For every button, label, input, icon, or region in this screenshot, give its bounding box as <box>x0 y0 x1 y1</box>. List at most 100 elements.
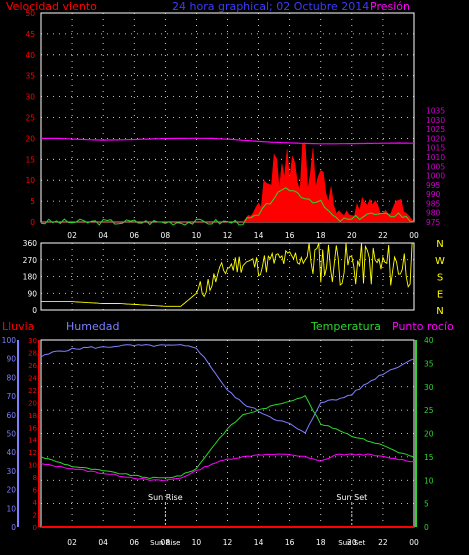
humidity-x-tick-label: 04 <box>98 538 108 547</box>
wind-y-tick-label: 45 <box>25 30 35 39</box>
pressure-line <box>41 137 414 145</box>
humidity-label: Humedad <box>66 320 119 333</box>
temperature-y-tick-label: 30 <box>424 383 434 392</box>
pressure-y-tick-label: 1005 <box>426 162 445 171</box>
humidity-temperature-panel: 0102030405060708090100024681012141618202… <box>2 336 434 547</box>
direction-y-tick-label: 0 <box>32 306 37 315</box>
temperature-y-tick-label: 25 <box>424 406 434 415</box>
humidity-x-tick-label: 18 <box>316 538 326 547</box>
wind-y-tick-label: 20 <box>25 134 35 143</box>
pressure-y-tick-label: 1025 <box>426 125 445 134</box>
wind-y-tick-label: 35 <box>25 72 35 81</box>
wind-x-tick-label: 10 <box>192 231 202 240</box>
rain-label: Lluvia <box>2 320 34 333</box>
rain-y-tick-label: 30 <box>28 337 37 345</box>
rain-y-tick-label: 16 <box>28 424 37 432</box>
wind-x-tick-label: 20 <box>347 231 357 240</box>
sun-rise-axis-label: Sun Rise <box>150 539 180 547</box>
pressure-y-tick-label: 1020 <box>426 134 445 143</box>
humidity-y-tick-label: 100 <box>2 336 17 345</box>
humidity-y-tick-label: 30 <box>6 467 16 476</box>
rain-y-tick-label: 0 <box>33 524 37 532</box>
sun-set-axis-label: Sun Set <box>338 539 365 547</box>
humidity-x-tick-label: 20 <box>347 538 357 547</box>
direction-y-tick-label: 180 <box>23 273 38 282</box>
pressure-y-tick-label: 1030 <box>426 116 445 125</box>
humidity-y-tick-label: 50 <box>6 430 16 439</box>
rain-y-tick-label: 4 <box>33 499 38 507</box>
temperature-y-tick-label: 0 <box>424 523 429 532</box>
direction-y-tick-label: 360 <box>23 239 38 248</box>
rain-y-tick-label: 24 <box>28 374 37 382</box>
wind-x-tick-label: 18 <box>316 231 326 240</box>
humidity-y-tick-label: 70 <box>6 392 16 401</box>
rain-y-tick-label: 10 <box>28 462 37 470</box>
wind-y-tick-label: 0 <box>30 218 35 227</box>
wind-x-tick-label: 22 <box>378 231 388 240</box>
wind-y-tick-label: 5 <box>30 197 35 206</box>
compass-label: W <box>435 256 445 267</box>
temperature-y-tick-label: 40 <box>424 336 434 345</box>
humidity-x-tick-label: 12 <box>223 538 233 547</box>
wind-x-tick-label: 14 <box>254 231 264 240</box>
pressure-label: Presión <box>370 0 410 13</box>
wind-speed-line <box>40 187 415 226</box>
sun-set-label: Sun Set <box>336 493 367 502</box>
humidity-y-tick-label: 40 <box>6 448 16 457</box>
temperature-line <box>40 395 415 480</box>
rain-y-tick-label: 20 <box>28 399 37 407</box>
humidity-y-tick-label: 90 <box>6 355 16 364</box>
compass-label: N <box>436 306 443 317</box>
rain-y-tick-label: 12 <box>28 449 37 457</box>
wind-y-tick-label: 25 <box>25 114 35 123</box>
wind-y-tick-label: 30 <box>25 93 35 102</box>
wind-x-tick-label: 00 <box>409 231 419 240</box>
pressure-y-tick-label: 1010 <box>426 153 445 162</box>
wind-y-tick-label: 50 <box>25 9 35 18</box>
humidity-x-tick-label: 22 <box>378 538 388 547</box>
temperature-label: Temperatura <box>310 320 381 333</box>
humidity-x-tick-label: 02 <box>67 538 77 547</box>
pressure-y-tick-label: 1035 <box>426 107 445 116</box>
wind-x-tick-label: 08 <box>161 231 171 240</box>
wind-pressure-panel: 0510152025303540455097598098599099510001… <box>25 9 445 240</box>
sun-rise-label: Sun Rise <box>148 493 183 502</box>
rain-y-tick-label: 6 <box>33 487 38 495</box>
rain-y-tick-label: 2 <box>33 512 37 520</box>
humidity-x-tick-label: 00 <box>409 538 419 547</box>
temperature-y-tick-label: 5 <box>424 500 429 509</box>
wind-x-tick-label: 16 <box>285 231 295 240</box>
compass-label: E <box>437 289 443 300</box>
temperature-y-tick-label: 15 <box>424 453 434 462</box>
direction-y-tick-label: 90 <box>27 289 37 298</box>
rain-y-tick-label: 8 <box>33 474 37 482</box>
wind-y-tick-label: 15 <box>25 155 35 164</box>
temperature-y-tick-label: 20 <box>424 430 434 439</box>
rain-y-tick-label: 28 <box>28 349 37 357</box>
compass-label: N <box>436 239 443 250</box>
pressure-y-tick-label: 995 <box>426 181 441 190</box>
pressure-y-tick-label: 985 <box>426 199 441 208</box>
wind-x-tick-label: 02 <box>67 231 77 240</box>
dewpoint-line <box>40 453 414 481</box>
humidity-y-tick-label: 0 <box>11 523 16 532</box>
rain-y-tick-label: 26 <box>28 362 37 370</box>
pressure-y-tick-label: 1000 <box>426 172 445 181</box>
rain-y-tick-label: 22 <box>28 387 37 395</box>
pressure-y-tick-label: 975 <box>426 218 441 227</box>
direction-y-tick-label: 270 <box>23 256 38 265</box>
rain-y-tick-label: 14 <box>28 437 37 445</box>
humidity-line <box>40 344 415 434</box>
wind-direction-line <box>41 242 413 307</box>
humidity-x-tick-label: 10 <box>192 538 202 547</box>
humidity-x-tick-label: 08 <box>161 538 171 547</box>
humidity-y-tick-label: 60 <box>6 411 16 420</box>
temperature-y-tick-label: 10 <box>424 476 434 485</box>
wind-x-tick-label: 12 <box>223 231 233 240</box>
chart-title: 24 hora graphical; 02 Octubre 2014 <box>172 0 369 13</box>
compass-label: S <box>437 273 443 284</box>
humidity-y-tick-label: 10 <box>6 504 16 513</box>
rain-y-tick-label: 18 <box>28 412 37 420</box>
wind-speed-label: Velocidad viento <box>6 0 97 13</box>
